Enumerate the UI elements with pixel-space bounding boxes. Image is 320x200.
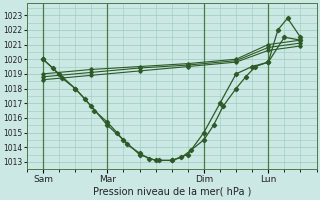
X-axis label: Pression niveau de la mer( hPa ): Pression niveau de la mer( hPa ): [92, 187, 251, 197]
